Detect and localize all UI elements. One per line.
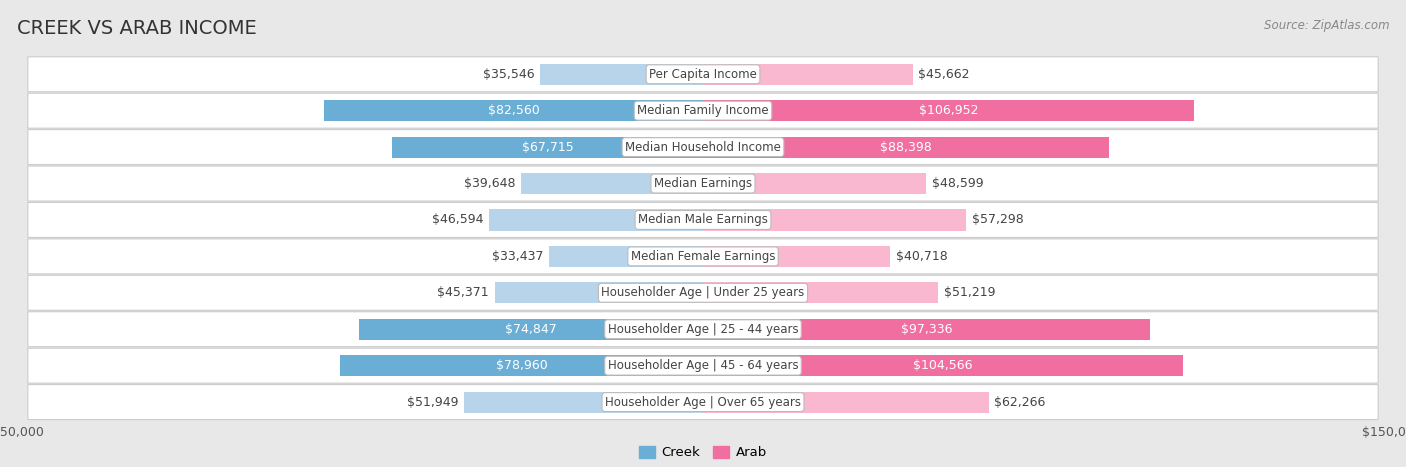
- Text: Median Female Earnings: Median Female Earnings: [631, 250, 775, 263]
- FancyBboxPatch shape: [28, 239, 1378, 274]
- Legend: Creek, Arab: Creek, Arab: [634, 441, 772, 465]
- Bar: [495, 282, 703, 304]
- Text: Median Family Income: Median Family Income: [637, 104, 769, 117]
- Bar: [392, 136, 703, 158]
- FancyBboxPatch shape: [28, 203, 1378, 237]
- FancyBboxPatch shape: [28, 57, 1378, 92]
- Bar: [703, 209, 966, 231]
- Bar: [464, 391, 703, 413]
- Text: Householder Age | 25 - 44 years: Householder Age | 25 - 44 years: [607, 323, 799, 336]
- Text: $74,847: $74,847: [505, 323, 557, 336]
- Text: $51,949: $51,949: [408, 396, 458, 409]
- FancyBboxPatch shape: [28, 385, 1378, 419]
- Text: $45,371: $45,371: [437, 286, 489, 299]
- Bar: [489, 209, 703, 231]
- Text: Median Male Earnings: Median Male Earnings: [638, 213, 768, 226]
- Text: Householder Age | Under 25 years: Householder Age | Under 25 years: [602, 286, 804, 299]
- Bar: [703, 246, 890, 267]
- Text: Source: ZipAtlas.com: Source: ZipAtlas.com: [1264, 19, 1389, 32]
- Bar: [323, 100, 703, 121]
- Text: $57,298: $57,298: [972, 213, 1024, 226]
- Bar: [359, 318, 703, 340]
- Bar: [703, 282, 938, 304]
- Bar: [703, 173, 927, 194]
- FancyBboxPatch shape: [28, 166, 1378, 201]
- Text: $106,952: $106,952: [920, 104, 979, 117]
- Text: Householder Age | 45 - 64 years: Householder Age | 45 - 64 years: [607, 359, 799, 372]
- Text: $39,648: $39,648: [464, 177, 516, 190]
- Bar: [703, 136, 1109, 158]
- Text: $78,960: $78,960: [496, 359, 547, 372]
- Text: $82,560: $82,560: [488, 104, 540, 117]
- Text: $48,599: $48,599: [932, 177, 983, 190]
- Bar: [703, 318, 1150, 340]
- Text: Per Capita Income: Per Capita Income: [650, 68, 756, 81]
- Text: Median Earnings: Median Earnings: [654, 177, 752, 190]
- Bar: [550, 246, 703, 267]
- Bar: [703, 355, 1184, 376]
- Text: $88,398: $88,398: [880, 141, 932, 154]
- FancyBboxPatch shape: [28, 93, 1378, 128]
- Bar: [703, 100, 1194, 121]
- Bar: [703, 391, 988, 413]
- Bar: [340, 355, 703, 376]
- Text: $33,437: $33,437: [492, 250, 544, 263]
- Text: $62,266: $62,266: [994, 396, 1046, 409]
- Text: $40,718: $40,718: [896, 250, 948, 263]
- FancyBboxPatch shape: [28, 276, 1378, 310]
- Text: Median Household Income: Median Household Income: [626, 141, 780, 154]
- Bar: [540, 64, 703, 85]
- Text: $97,336: $97,336: [901, 323, 952, 336]
- Text: $45,662: $45,662: [918, 68, 970, 81]
- Bar: [703, 64, 912, 85]
- FancyBboxPatch shape: [28, 312, 1378, 347]
- FancyBboxPatch shape: [28, 130, 1378, 164]
- Text: $46,594: $46,594: [432, 213, 484, 226]
- Text: CREEK VS ARAB INCOME: CREEK VS ARAB INCOME: [17, 19, 257, 38]
- Bar: [520, 173, 703, 194]
- Text: Householder Age | Over 65 years: Householder Age | Over 65 years: [605, 396, 801, 409]
- FancyBboxPatch shape: [28, 348, 1378, 383]
- Text: $35,546: $35,546: [482, 68, 534, 81]
- Text: $104,566: $104,566: [914, 359, 973, 372]
- Text: $51,219: $51,219: [943, 286, 995, 299]
- Text: $67,715: $67,715: [522, 141, 574, 154]
